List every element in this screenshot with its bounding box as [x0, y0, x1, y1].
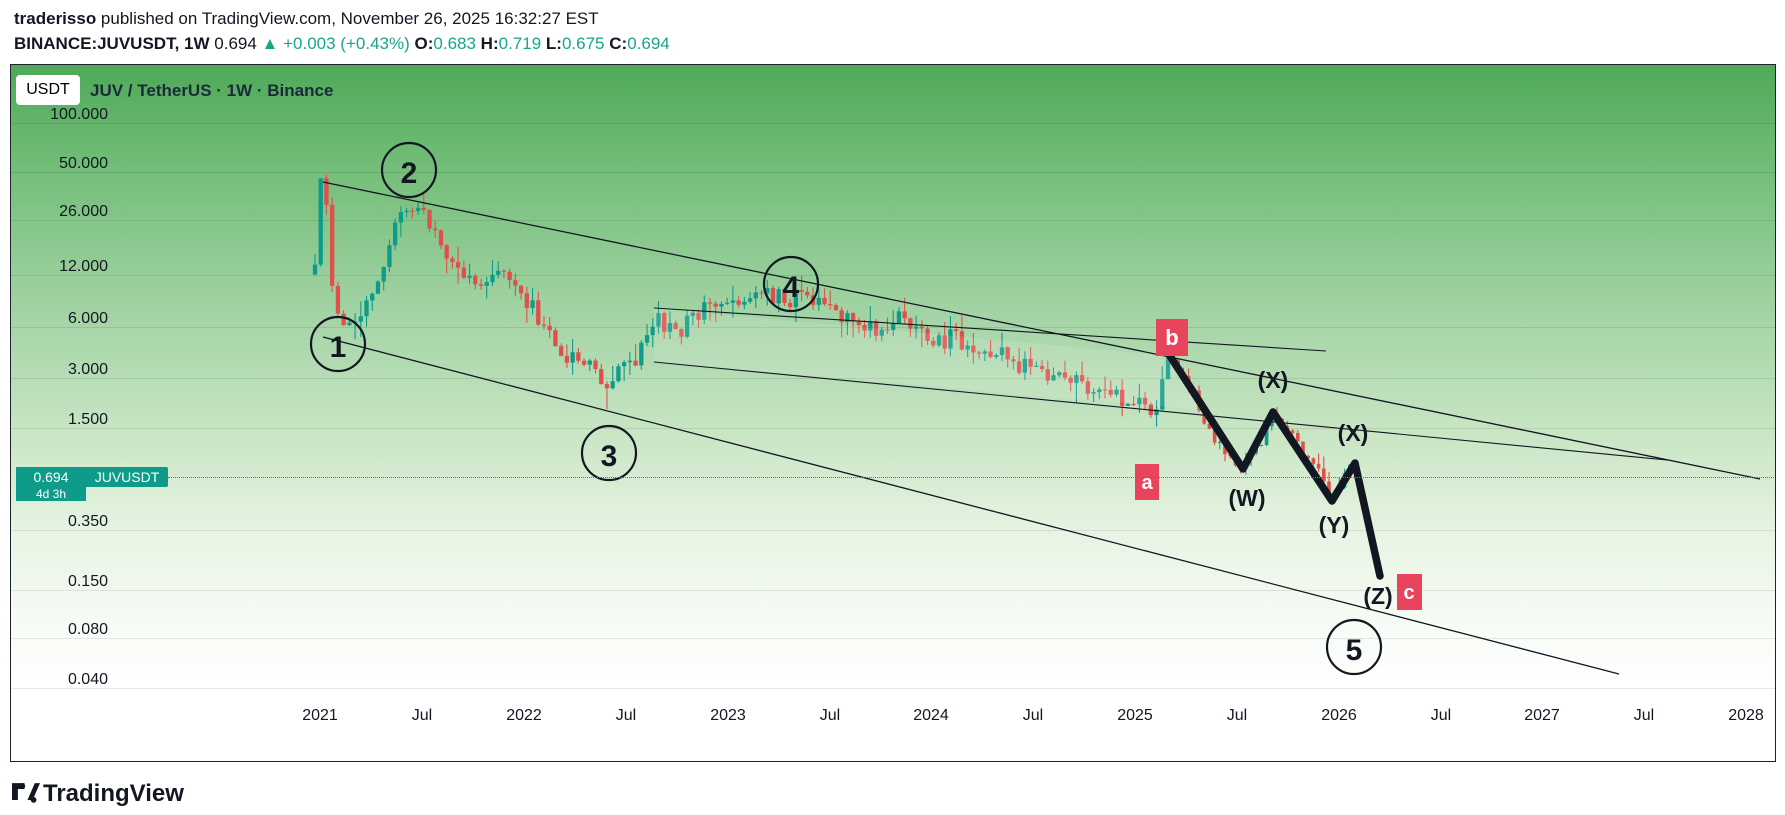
svg-text:(X): (X) — [1338, 420, 1369, 446]
svg-text:(X): (X) — [1258, 367, 1289, 393]
svg-text:2: 2 — [401, 157, 418, 190]
svg-text:3: 3 — [601, 440, 618, 473]
svg-text:(Y): (Y) — [1319, 512, 1350, 538]
svg-text:b: b — [1165, 325, 1178, 350]
svg-text:1: 1 — [330, 331, 347, 364]
svg-text:c: c — [1403, 582, 1414, 604]
svg-text:a: a — [1141, 472, 1153, 494]
svg-text:4: 4 — [783, 271, 800, 304]
svg-text:(W): (W) — [1228, 485, 1265, 511]
svg-text:5: 5 — [1346, 634, 1363, 667]
svg-text:(Z): (Z) — [1363, 583, 1392, 609]
